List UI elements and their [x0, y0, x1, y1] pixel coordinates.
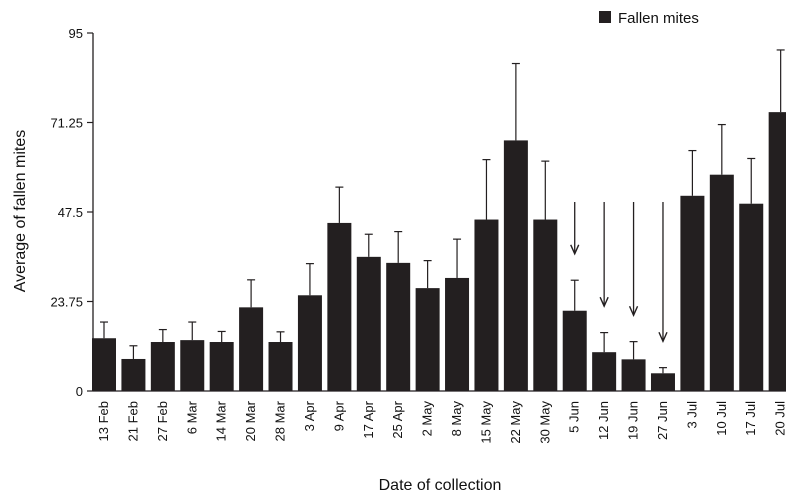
bar: [386, 262, 411, 391]
x-tick-label: 3 Jul: [684, 401, 699, 429]
y-axis: 0 23.75 47.5 71.25 95: [50, 26, 94, 399]
x-tick-label: 9 Apr: [331, 400, 346, 431]
x-tick-label: 20 Jul: [773, 401, 786, 436]
bar: [621, 359, 646, 391]
bar: [562, 310, 587, 391]
legend-label: Fallen mites: [618, 10, 699, 27]
bar: [92, 338, 116, 391]
bar: [121, 358, 146, 391]
y-tick-label: 47.5: [58, 205, 83, 220]
legend: Fallen mites: [599, 10, 699, 27]
bar: [327, 222, 352, 391]
x-axis: 13 Feb 21 Feb 27 Feb 6 Mar 14 Mar 20 Mar 28 Ma…: [93, 390, 786, 444]
bars-layer: [92, 112, 786, 391]
x-axis-title: Date of collection: [379, 477, 502, 494]
x-tick-label: 25 Apr: [390, 400, 405, 438]
bar: [739, 203, 764, 391]
bar: [592, 352, 617, 391]
bar: [768, 112, 786, 391]
bar: [503, 140, 528, 391]
x-tick-label: 5 Jun: [567, 401, 582, 433]
x-tick-label: 30 May: [537, 401, 552, 444]
y-tick-label: 0: [76, 384, 83, 399]
bar: [709, 174, 734, 391]
x-tick-label: 17 Apr: [361, 400, 376, 438]
y-tick-label: 71.25: [50, 116, 83, 131]
bar: [356, 256, 381, 391]
x-tick-label: 22 May: [508, 401, 523, 444]
y-tick-label: 95: [69, 26, 83, 41]
annotation-arrows-layer: [570, 202, 668, 343]
annotation-arrow-head: [628, 305, 639, 317]
bar: [209, 342, 234, 391]
x-tick-label: 20 Mar: [243, 400, 258, 441]
annotation-arrow-head: [570, 244, 580, 256]
bar: [415, 288, 440, 391]
annotation-arrow-head: [599, 296, 609, 308]
bar: [180, 340, 205, 391]
bar: [297, 295, 322, 391]
x-tick-label: 17 Jul: [743, 401, 758, 436]
bar: [474, 219, 499, 391]
x-tick-label: 21 Feb: [125, 401, 140, 441]
y-axis-title: Average of fallen mites: [12, 130, 29, 292]
x-tick-label: 27 Feb: [155, 401, 170, 441]
x-tick-label: 10 Jul: [714, 401, 729, 436]
bar: [445, 277, 470, 391]
annotation-arrow-head: [658, 331, 668, 343]
error-bars-layer: [100, 49, 785, 374]
x-tick-label: 27 Jun: [655, 401, 670, 440]
x-tick-label: 14 Mar: [214, 400, 229, 441]
bar: [239, 307, 264, 391]
x-tick-label: 2 May: [420, 401, 435, 437]
bar: [268, 342, 293, 391]
legend-swatch: [599, 11, 611, 23]
x-tick-label: 3 Apr: [302, 400, 317, 431]
x-tick-label: 28 Mar: [273, 400, 288, 441]
bar: [150, 342, 175, 391]
x-tick-label: 8 May: [449, 401, 464, 437]
x-tick-label: 12 Jun: [596, 401, 611, 440]
bar: [533, 219, 558, 391]
bar: [650, 373, 675, 391]
x-tick-label: 13 Feb: [96, 401, 111, 441]
x-tick-label: 19 Jun: [626, 401, 641, 440]
y-tick-label: 23.75: [50, 295, 83, 310]
bar: [680, 195, 705, 391]
x-tick-label: 15 May: [478, 401, 493, 444]
x-tick-label: 6 Mar: [184, 400, 199, 434]
